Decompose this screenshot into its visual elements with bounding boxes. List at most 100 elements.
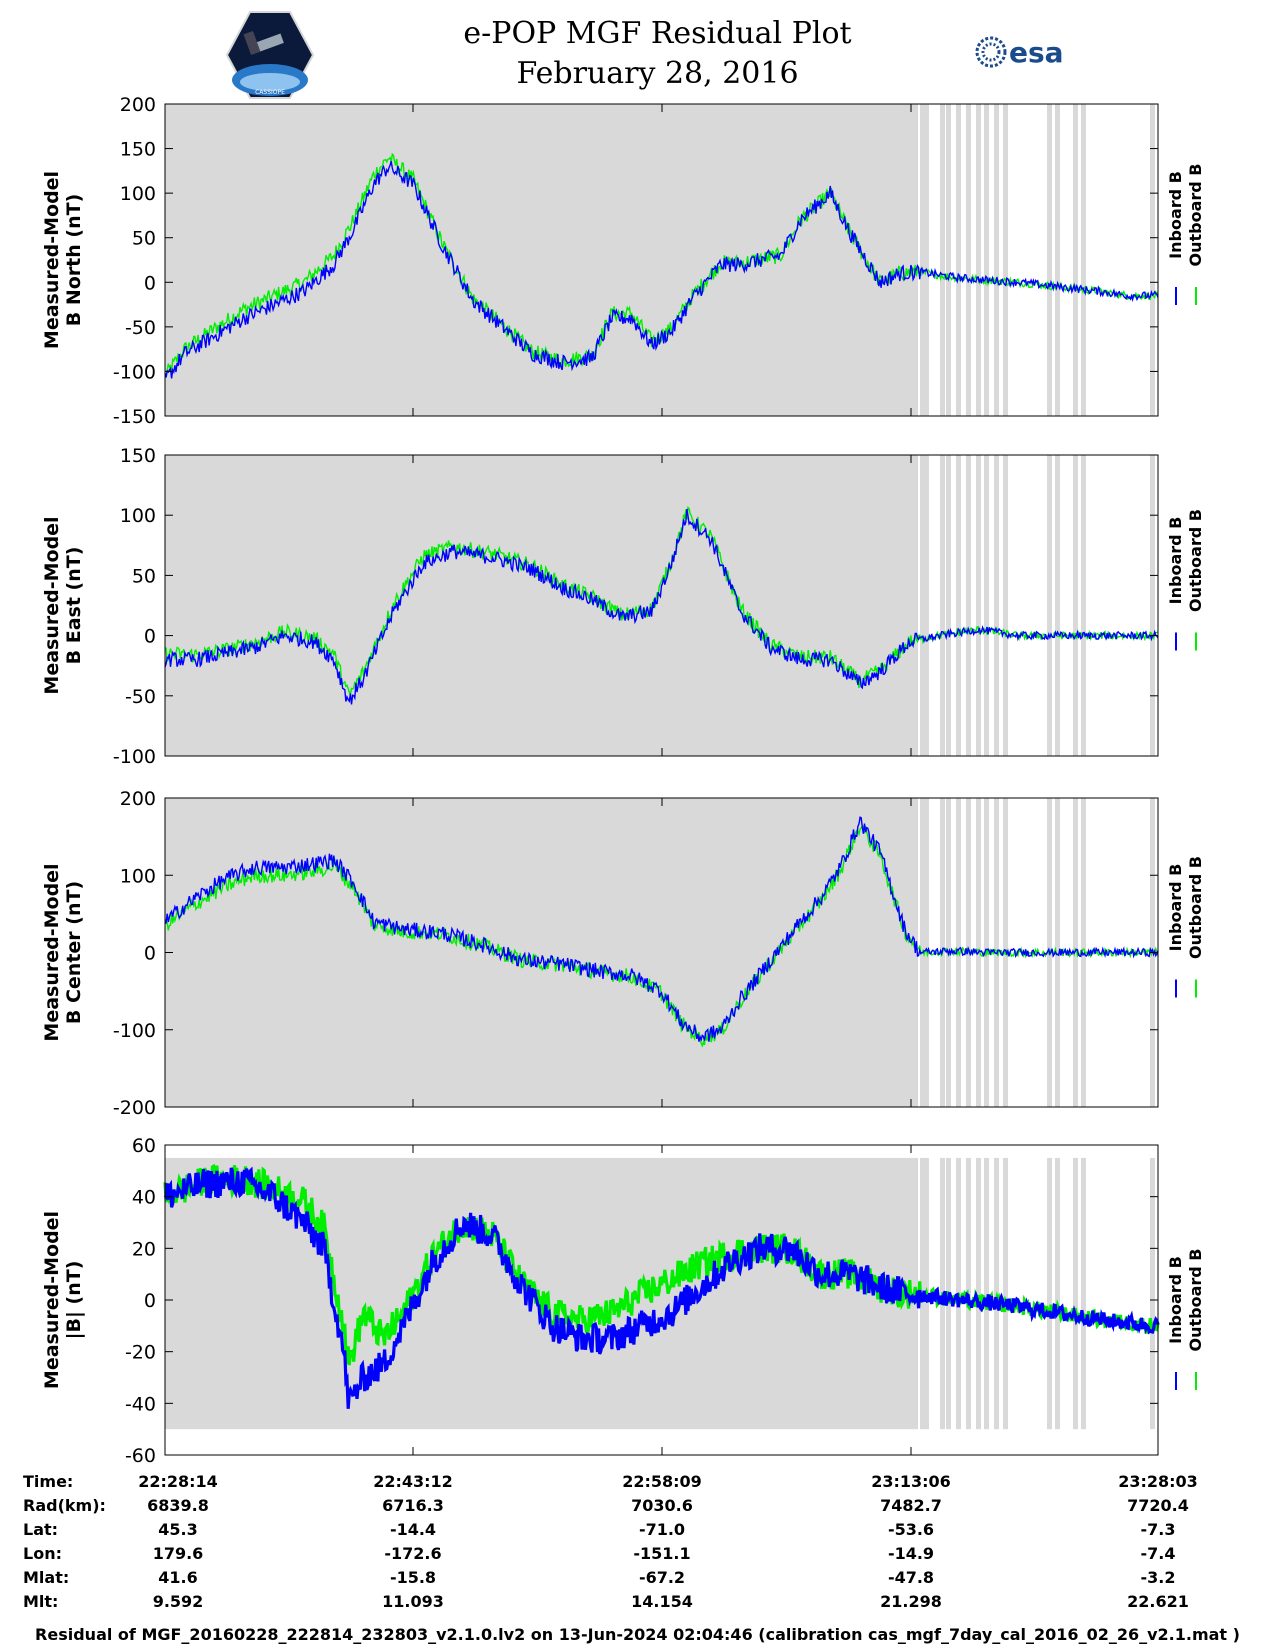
y-axis-label-line-1: Measured-Model xyxy=(41,863,63,1041)
y-tick-label: 0 xyxy=(144,272,156,294)
coverage-stripe xyxy=(1073,1157,1078,1430)
panel-4: 60 40 20 0 -20 -40 -60 Measured-Model|B| (nT) In… xyxy=(41,1135,1205,1467)
time-table-row-label: Rad(km): xyxy=(23,1496,106,1515)
coverage-stripe xyxy=(1073,455,1078,756)
coverage-stripe xyxy=(984,104,989,416)
time-table-cell: -14.4 xyxy=(390,1520,436,1539)
time-table-row-label: Mlt: xyxy=(23,1592,58,1611)
coverage-stripe xyxy=(1055,1157,1060,1430)
time-table-cell: 21.298 xyxy=(880,1592,942,1611)
cassiope-logo-text: CASSIOPE xyxy=(255,89,285,96)
time-table-cell: -67.2 xyxy=(639,1568,685,1587)
coverage-stripe xyxy=(1150,104,1155,416)
y-axis-label-line-2: |B| (nT) xyxy=(63,1261,85,1340)
y-tick-label: -50 xyxy=(125,686,156,708)
coverage-stripe xyxy=(946,455,951,756)
y-axis-label-line-2: B North (nT) xyxy=(63,194,85,327)
y-axis-label-line-2: B Center (nT) xyxy=(63,881,85,1024)
inboard-series-line xyxy=(163,1166,1160,1409)
inboard-series-line xyxy=(164,508,1159,705)
time-table-row-label: Mlat: xyxy=(23,1568,69,1587)
panel-2: 150 100 50 0 -50 -100 Measured-ModelB East (nT… xyxy=(41,445,1205,768)
coverage-stripe xyxy=(1081,455,1086,756)
y-tick-label: -100 xyxy=(113,746,156,768)
coverage-stripe xyxy=(1073,798,1078,1107)
time-table-cell: 179.6 xyxy=(153,1544,204,1563)
legend-outboard-label: Outboard B xyxy=(1186,509,1205,612)
y-tick-label: -100 xyxy=(113,1020,156,1042)
time-table-cell: 9.592 xyxy=(153,1592,204,1611)
time-table-cell: 11.093 xyxy=(382,1592,444,1611)
inboard-series-line xyxy=(164,161,1159,379)
coverage-stripe xyxy=(956,104,961,416)
time-table-cell: 7030.6 xyxy=(631,1496,693,1515)
time-table-cell: 22:43:12 xyxy=(373,1472,453,1491)
time-table-cell: 45.3 xyxy=(158,1520,197,1539)
coverage-stripe xyxy=(984,455,989,756)
cassiope-logo: CASSIOPE xyxy=(225,11,315,99)
y-tick-label: -50 xyxy=(125,317,156,339)
legend-outboard-label: Outboard B xyxy=(1186,164,1205,267)
y-axis-label: Measured-ModelB East (nT) xyxy=(41,516,85,694)
coverage-stripe xyxy=(946,104,951,416)
coverage-stripe xyxy=(1081,1157,1086,1430)
y-tick-label: -150 xyxy=(113,406,156,428)
y-tick-label: -60 xyxy=(125,1445,156,1467)
time-table-row-label: Lat: xyxy=(23,1520,58,1539)
coverage-stripe xyxy=(1150,455,1155,756)
panel-1: 200 150 100 50 0 -50 -100 -150 Measured-ModelB N… xyxy=(41,94,1205,428)
legend-inboard-label: Inboard B xyxy=(1166,171,1185,259)
time-table-cell: -151.1 xyxy=(633,1544,690,1563)
time-table-row-label: Time: xyxy=(23,1472,73,1491)
legend-inboard-label: Inboard B xyxy=(1166,517,1185,605)
time-table-cell: 22:58:09 xyxy=(622,1472,702,1491)
chart-date: February 28, 2016 xyxy=(516,56,799,91)
coverage-stripe xyxy=(976,1157,981,1430)
y-tick-label: 200 xyxy=(120,94,156,116)
time-table-cell: 7720.4 xyxy=(1127,1496,1189,1515)
coverage-stripe xyxy=(1047,455,1052,756)
y-tick-label: 150 xyxy=(120,139,156,161)
time-table-cell: -47.8 xyxy=(888,1568,934,1587)
time-table-cell: 22.621 xyxy=(1127,1592,1189,1611)
time-table-cell: -7.4 xyxy=(1141,1544,1176,1563)
coverage-stripe xyxy=(984,1157,989,1430)
y-tick-label: 0 xyxy=(144,943,156,965)
time-table-cell: -3.2 xyxy=(1141,1568,1176,1587)
footer-caption: Residual of MGF_20160228_222814_232803_v… xyxy=(35,1625,1240,1644)
coverage-stripe xyxy=(1081,104,1086,416)
time-table-cell: 22:28:14 xyxy=(138,1472,218,1491)
coverage-stripe xyxy=(920,104,925,416)
time-table-cell: 7482.7 xyxy=(880,1496,942,1515)
y-tick-label: 60 xyxy=(132,1135,156,1157)
time-table-row-label: Lon: xyxy=(23,1544,62,1563)
chart-title: e-POP MGF Residual Plot xyxy=(463,16,852,51)
coverage-band xyxy=(165,455,918,756)
time-table-cell: -53.6 xyxy=(888,1520,934,1539)
y-tick-label: -20 xyxy=(125,1342,156,1364)
coverage-stripe xyxy=(1055,104,1060,416)
y-axis-label-line-1: Measured-Model xyxy=(41,516,63,694)
y-tick-label: 40 xyxy=(132,1187,156,1209)
time-table-cell: 14.154 xyxy=(631,1592,693,1611)
coverage-stripe xyxy=(966,455,971,756)
coverage-stripe xyxy=(994,104,999,416)
coverage-stripe xyxy=(976,455,981,756)
coverage-stripe xyxy=(1055,455,1060,756)
legend-outboard-label: Outboard B xyxy=(1186,1249,1205,1352)
coverage-stripe xyxy=(1003,455,1008,756)
coverage-stripe xyxy=(994,455,999,756)
y-axis-label: Measured-ModelB Center (nT) xyxy=(41,863,85,1041)
y-tick-label: 20 xyxy=(132,1238,156,1260)
y-axis-label-line-1: Measured-Model xyxy=(41,1211,63,1389)
time-table-cell: 41.6 xyxy=(158,1568,197,1587)
legend-inboard-label: Inboard B xyxy=(1166,864,1185,952)
legend-labels: Inboard BOutboard B xyxy=(1166,856,1205,959)
y-tick-label: 100 xyxy=(120,865,156,887)
time-table: Time: 22:28:14 22:43:12 22:58:09 23:13:06 23:… xyxy=(23,1472,1198,1611)
legend-inboard-label: Inboard B xyxy=(1166,1256,1185,1344)
esa-logo-text: esa xyxy=(1009,36,1064,69)
time-table-cell: -172.6 xyxy=(384,1544,441,1563)
y-tick-label: 0 xyxy=(144,1290,156,1312)
